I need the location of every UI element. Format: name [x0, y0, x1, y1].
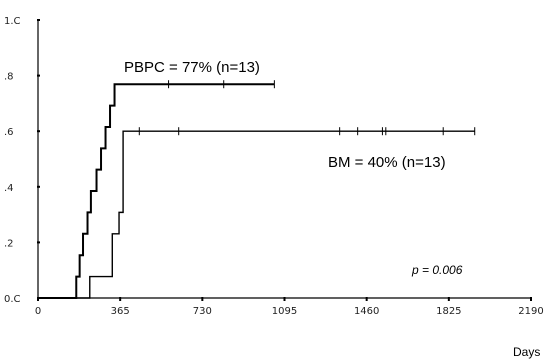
series-layer — [38, 80, 476, 299]
y-tick-label: .4 — [4, 183, 14, 194]
x-tick-label: 1460 — [354, 306, 379, 317]
y-tick-label: 0.C — [4, 294, 21, 305]
p-value-label: p = 0.006 — [411, 263, 463, 277]
x-tick-label: 1825 — [436, 306, 461, 317]
y-tick-label: .2 — [4, 238, 14, 249]
x-tick-label: 365 — [111, 306, 130, 317]
x-tick-label: 730 — [193, 306, 212, 317]
y-tick-label: 1.C — [4, 16, 21, 27]
tick-labels: 0.C .2 .4 .6 .8 1.C 0 365 730 1095 1460 1825 2190 — [4, 16, 544, 317]
y-tick-label: .6 — [4, 127, 14, 138]
series-line-bm — [38, 130, 475, 299]
x-tick-label: 0 — [35, 306, 41, 317]
x-tick-label: 1095 — [272, 306, 297, 317]
y-tick-label: .8 — [4, 72, 14, 83]
chart-axes — [37, 19, 532, 301]
pbpc-annotation: PBPC = 77% (n=13) — [124, 59, 260, 76]
x-axis-title: Days — [513, 345, 540, 359]
x-tick-label: 2190 — [518, 306, 543, 317]
series-line-pbpc — [38, 83, 275, 299]
bm-annotation: BM = 40% (n=13) — [328, 154, 446, 171]
